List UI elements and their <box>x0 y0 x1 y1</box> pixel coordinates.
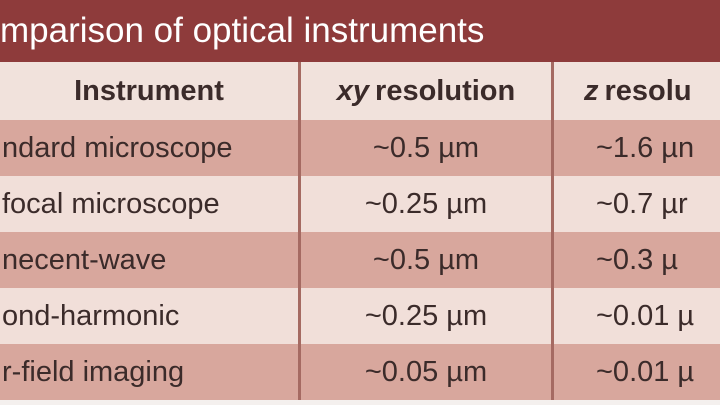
table-cell: ~0.7 µr <box>596 187 688 220</box>
table-cell: ~0.5 µm <box>301 120 554 176</box>
table-cell: ~1.6 µn <box>596 131 695 164</box>
table-row: focal microscope ~0.25 µm ~0.7 µr <box>0 176 720 232</box>
table-cell: ~0.3 µ <box>596 243 679 276</box>
table-cell: ~0.25 µm <box>301 288 554 344</box>
table-cell: ndard microscope <box>0 120 301 176</box>
table-cell: ~0.25 µm <box>301 176 554 232</box>
table-row: r-field imaging ~0.05 µm ~0.01 µ <box>0 344 720 400</box>
table-row: ndard microscope ~0.5 µm ~1.6 µn <box>0 120 720 176</box>
table-cell: ond-harmonic <box>0 288 301 344</box>
table-cell: necent-wave <box>0 232 301 288</box>
table-cell: r-field imaging <box>0 344 301 400</box>
table-row: necent-wave ~0.5 µm ~0.3 µ <box>0 232 720 288</box>
table-row: ond-harmonic ~0.25 µm ~0.01 µ <box>0 288 720 344</box>
table-title: mparison of optical instruments <box>0 0 720 62</box>
table-cell: focal microscope <box>0 176 301 232</box>
table-cell: ~0.01 µ <box>596 299 695 332</box>
header-row: Instrument xy resolution z resolu <box>0 62 720 120</box>
header-cell: z resolu <box>554 62 720 120</box>
header-text: resolution <box>375 74 516 107</box>
table-cell: ~0.01 µ <box>596 355 695 388</box>
header-cell: Instrument <box>0 62 301 120</box>
header-italic: xy <box>336 74 370 107</box>
table-cell: ~0.05 µm <box>301 344 554 400</box>
header-text: resolu <box>604 74 692 107</box>
header-italic: z <box>584 74 599 107</box>
header-cell: xy resolution <box>301 62 554 120</box>
table-cell: ~0.5 µm <box>301 232 554 288</box>
